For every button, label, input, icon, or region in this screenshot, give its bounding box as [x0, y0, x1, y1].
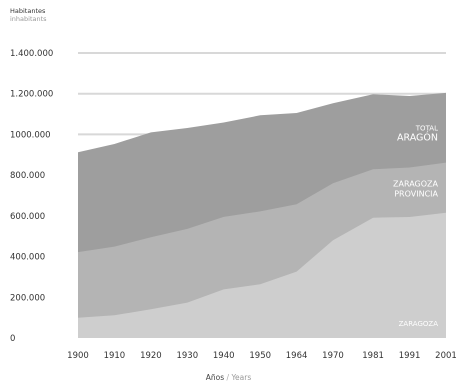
x-tick-label: 1900	[67, 351, 89, 361]
y-tick-label: 200.000	[10, 293, 45, 303]
x-tick-label: 1940	[213, 351, 235, 361]
x-axis-title-en: Years	[231, 373, 252, 382]
x-tick-label: 1920	[140, 351, 162, 361]
x-axis-ticks: 1900 1910 1920 1930 1940 1950 1964 1970 1981 1991…	[67, 351, 457, 361]
x-tick-label: 1950	[249, 351, 271, 361]
x-tick-label: 2001	[435, 351, 457, 361]
x-tick-label: 1910	[104, 351, 126, 361]
x-axis-title: Años / Years	[205, 373, 252, 382]
area-zaragoza	[78, 212, 446, 338]
y-tick-label: 400.000	[10, 253, 45, 263]
y-axis-title: Habitantes inhabitants	[10, 7, 47, 23]
x-tick-label: 1930	[176, 351, 198, 361]
label-zaragoza-provincia: ZARAGOZA	[393, 179, 438, 188]
label-zaragoza-provincia: PROVINCIA	[394, 189, 438, 198]
label-zaragoza: ZARAGOZA	[399, 320, 439, 328]
y-axis-title-es: Habitantes	[10, 7, 46, 15]
x-axis-title-es: Años	[205, 373, 225, 382]
y-tick-label: 800.000	[10, 171, 45, 181]
x-tick-label: 1964	[286, 351, 308, 361]
y-tick-label: 600.000	[10, 212, 45, 222]
y-tick-label: 1.200.000	[10, 90, 53, 100]
x-tick-label: 1991	[399, 351, 421, 361]
area-series	[78, 92, 446, 339]
y-tick-label: 1000.000	[10, 130, 51, 140]
label-total-aragon: TOTAL	[415, 124, 438, 132]
y-axis-ticks: 0 200.000 400.000 600.000 800.000 1000.000 1.2…	[10, 49, 53, 344]
x-tick-label: 1970	[322, 351, 344, 361]
x-tick-label: 1981	[362, 351, 384, 361]
label-total-aragon: ARAGÓN	[397, 131, 438, 143]
y-axis-title-en: inhabitants	[10, 15, 47, 23]
y-tick-label: 0	[10, 334, 15, 344]
y-tick-label: 1.400.000	[10, 49, 53, 59]
